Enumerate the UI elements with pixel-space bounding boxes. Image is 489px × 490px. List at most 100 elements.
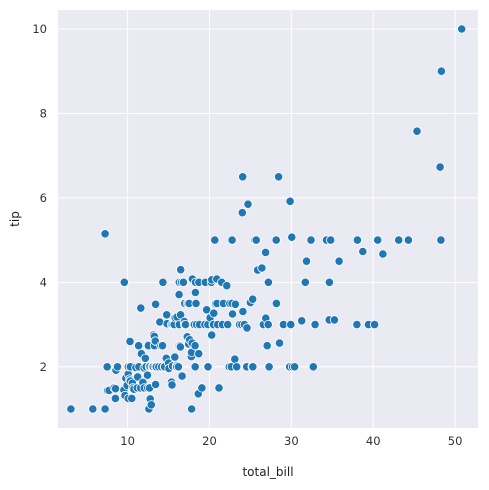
- data-point: [378, 249, 388, 259]
- data-point: [209, 308, 219, 318]
- y-tick-label: 8: [40, 106, 47, 120]
- data-point: [146, 400, 156, 410]
- data-point: [170, 352, 180, 362]
- data-point: [133, 372, 143, 382]
- data-point: [300, 277, 310, 287]
- data-point: [134, 341, 144, 351]
- data-point: [194, 349, 204, 359]
- y-tick-label: 2: [40, 360, 47, 374]
- data-point: [210, 235, 220, 245]
- data-point: [190, 287, 200, 298]
- data-point: [242, 323, 252, 333]
- data-points: [66, 24, 467, 414]
- data-point: [173, 362, 183, 372]
- data-point: [248, 362, 258, 372]
- data-point: [243, 199, 253, 209]
- data-point: [237, 208, 247, 218]
- data-point: [329, 315, 339, 325]
- data-point: [227, 235, 237, 245]
- data-point: [251, 235, 261, 245]
- data-point: [238, 172, 248, 182]
- data-point: [352, 319, 362, 330]
- data-point: [358, 246, 368, 257]
- y-tick-label: 4: [40, 275, 47, 289]
- data-point: [230, 299, 240, 309]
- data-point: [100, 229, 110, 239]
- data-point: [88, 404, 98, 414]
- data-point: [324, 277, 334, 287]
- data-point: [207, 330, 217, 340]
- data-point: [248, 294, 258, 304]
- data-point: [110, 393, 121, 403]
- data-point: [264, 362, 274, 372]
- data-point: [222, 281, 232, 291]
- data-point: [151, 379, 161, 390]
- y-tick-labels: 2 4 6 8 10: [32, 22, 47, 374]
- y-tick-label: 6: [40, 191, 47, 205]
- data-point: [191, 298, 201, 308]
- data-point: [230, 354, 240, 364]
- data-point: [373, 235, 383, 245]
- data-point: [369, 319, 380, 330]
- data-point: [301, 256, 312, 266]
- data-point: [238, 306, 248, 317]
- data-point: [436, 235, 446, 245]
- data-point: [162, 310, 172, 320]
- data-point: [308, 362, 318, 372]
- data-point: [271, 235, 281, 245]
- x-tick-label: 20: [202, 434, 217, 448]
- data-point: [197, 383, 207, 393]
- data-point: [286, 319, 296, 330]
- data-point: [260, 247, 271, 257]
- data-point: [175, 342, 185, 352]
- data-point: [140, 353, 150, 363]
- data-point: [273, 172, 284, 182]
- data-point: [142, 370, 153, 380]
- data-point: [257, 263, 267, 273]
- data-point: [262, 341, 272, 351]
- data-point: [151, 299, 161, 309]
- data-point: [352, 235, 362, 245]
- data-point: [119, 277, 129, 287]
- data-point: [190, 341, 200, 351]
- x-tick-label: 10: [120, 434, 135, 448]
- x-tick-labels: 10 20 30 40 50: [120, 434, 462, 448]
- data-point: [232, 362, 242, 372]
- data-point: [66, 404, 76, 414]
- data-point: [274, 338, 285, 348]
- data-point: [289, 362, 300, 372]
- data-point: [326, 235, 336, 245]
- data-point: [178, 277, 188, 287]
- data-point: [310, 319, 320, 330]
- data-point: [271, 298, 281, 308]
- data-point: [285, 196, 295, 206]
- data-point: [287, 232, 297, 242]
- data-point: [457, 24, 467, 34]
- data-point: [223, 319, 233, 330]
- data-point: [227, 309, 238, 319]
- data-point: [102, 362, 112, 372]
- y-axis-label: tip: [8, 211, 22, 227]
- data-point: [187, 404, 197, 414]
- data-point: [110, 384, 121, 394]
- x-axis-label: total_bill: [242, 465, 293, 479]
- data-point: [177, 371, 187, 381]
- data-point: [125, 336, 135, 346]
- data-point: [306, 235, 316, 245]
- data-point: [334, 256, 344, 266]
- data-point: [167, 380, 177, 390]
- data-point: [263, 319, 273, 330]
- data-point: [263, 277, 273, 287]
- y-tick-label: 10: [32, 22, 47, 36]
- x-tick-label: 40: [366, 434, 381, 448]
- data-point: [136, 303, 146, 313]
- data-point: [412, 126, 422, 136]
- data-point: [157, 341, 168, 351]
- data-point: [403, 235, 413, 245]
- data-point: [435, 162, 445, 172]
- data-point: [190, 362, 200, 372]
- x-tick-label: 50: [448, 434, 463, 448]
- data-point: [203, 362, 213, 372]
- data-point: [127, 393, 137, 403]
- data-point: [297, 316, 307, 326]
